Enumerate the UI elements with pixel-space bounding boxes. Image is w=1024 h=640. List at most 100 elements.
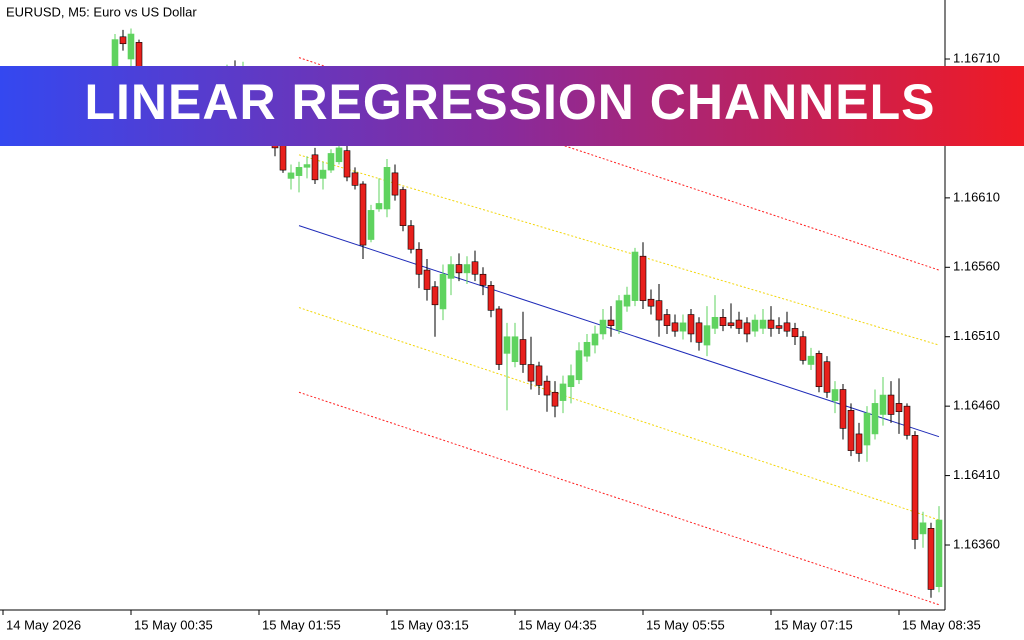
candle-body bbox=[503, 336, 511, 354]
candle-body bbox=[279, 144, 287, 171]
candle-body bbox=[623, 294, 631, 307]
candle-body bbox=[375, 203, 383, 210]
candle-body bbox=[463, 264, 471, 274]
candle-body bbox=[511, 336, 519, 363]
candle-body bbox=[663, 314, 671, 326]
candle-body bbox=[903, 405, 911, 436]
candle-body bbox=[815, 353, 823, 388]
regression-line bbox=[298, 391, 940, 606]
candle-body bbox=[519, 339, 527, 365]
candle-body bbox=[551, 391, 559, 407]
candle-body bbox=[927, 528, 935, 590]
x-tick-label: 15 May 04:35 bbox=[518, 617, 597, 632]
candle-body bbox=[407, 225, 415, 250]
y-tick-label: 1.16710 bbox=[953, 50, 1000, 65]
chart-title: EURUSD, M5: Euro vs US Dollar bbox=[6, 4, 197, 19]
candle-body bbox=[383, 167, 391, 210]
candle-body bbox=[631, 251, 639, 301]
candle-body bbox=[567, 375, 575, 388]
y-tick-label: 1.16610 bbox=[953, 189, 1000, 204]
candle-body bbox=[439, 273, 447, 310]
candle-body bbox=[455, 264, 463, 274]
candle-body bbox=[855, 433, 863, 454]
candle-body bbox=[431, 286, 439, 306]
banner-title: LINEAR REGRESSION CHANNELS bbox=[84, 74, 935, 130]
candle-body bbox=[831, 389, 839, 401]
candle-body bbox=[295, 167, 303, 176]
candle-body bbox=[847, 410, 855, 451]
candle-body bbox=[799, 336, 807, 361]
candle-body bbox=[303, 164, 311, 168]
candle-body bbox=[695, 322, 703, 343]
candle-body bbox=[559, 383, 567, 401]
candle-body bbox=[719, 316, 727, 326]
candle-body bbox=[423, 269, 431, 290]
x-tick-label: 15 May 07:15 bbox=[774, 617, 853, 632]
candle-body bbox=[127, 33, 135, 60]
regression-line bbox=[298, 154, 940, 346]
candle-body bbox=[471, 261, 479, 275]
candle-body bbox=[863, 412, 871, 446]
y-tick-label: 1.16510 bbox=[953, 328, 1000, 343]
x-tick-label: 15 May 03:15 bbox=[390, 617, 469, 632]
y-tick-label: 1.16360 bbox=[953, 536, 1000, 551]
candle-body bbox=[935, 519, 943, 587]
candle-body bbox=[711, 316, 719, 329]
candle-body bbox=[335, 147, 343, 163]
candle-body bbox=[319, 169, 327, 179]
candle-body bbox=[703, 325, 711, 346]
candle-body bbox=[479, 273, 487, 286]
candle-body bbox=[487, 285, 495, 311]
y-tick-label: 1.16560 bbox=[953, 259, 1000, 274]
candle-body bbox=[679, 322, 687, 332]
y-tick-label: 1.16410 bbox=[953, 467, 1000, 482]
candle-body bbox=[839, 389, 847, 429]
candle-body bbox=[599, 319, 607, 335]
candle-body bbox=[671, 322, 679, 332]
candle-body bbox=[775, 325, 783, 329]
x-tick-label: 15 May 01:55 bbox=[262, 617, 341, 632]
candle-body bbox=[583, 341, 591, 357]
candle-body bbox=[575, 350, 583, 381]
candle-body bbox=[887, 394, 895, 415]
candle-body bbox=[895, 403, 903, 413]
candle-body bbox=[791, 328, 799, 338]
candle-body bbox=[351, 172, 359, 186]
candle-body bbox=[343, 150, 351, 178]
candle-body bbox=[751, 319, 759, 332]
candle-body bbox=[735, 319, 743, 329]
candle-body bbox=[591, 333, 599, 346]
candle-body bbox=[743, 322, 751, 335]
x-tick-label: 15 May 08:35 bbox=[902, 617, 981, 632]
candle-body bbox=[447, 264, 455, 279]
candle-body bbox=[759, 319, 767, 329]
candle-body bbox=[535, 365, 543, 386]
candle-body bbox=[391, 172, 399, 196]
candle-body bbox=[807, 355, 815, 365]
candle-body bbox=[919, 522, 927, 535]
candle-body bbox=[367, 210, 375, 240]
candle-body bbox=[527, 364, 535, 382]
regression-line bbox=[298, 307, 940, 521]
candle-body bbox=[727, 322, 735, 326]
candle-body bbox=[495, 308, 503, 365]
candle-body bbox=[543, 380, 551, 396]
x-tick-label: 15 May 00:35 bbox=[134, 617, 213, 632]
candle-body bbox=[687, 314, 695, 335]
candle-body bbox=[287, 172, 295, 179]
x-tick-label: 14 May 2026 bbox=[6, 617, 81, 632]
candle-body bbox=[911, 435, 919, 540]
candle-body bbox=[615, 300, 623, 331]
candle-body bbox=[415, 248, 423, 275]
candle-body bbox=[327, 153, 335, 171]
candle-body bbox=[767, 319, 775, 329]
candle-body bbox=[399, 189, 407, 226]
candle-body bbox=[647, 298, 655, 307]
banner bbox=[0, 66, 1024, 146]
x-tick-label: 15 May 05:55 bbox=[646, 617, 725, 632]
candle-body bbox=[359, 183, 367, 246]
y-tick-label: 1.16460 bbox=[953, 398, 1000, 413]
candle-body bbox=[639, 255, 647, 301]
candle-body bbox=[607, 319, 615, 326]
